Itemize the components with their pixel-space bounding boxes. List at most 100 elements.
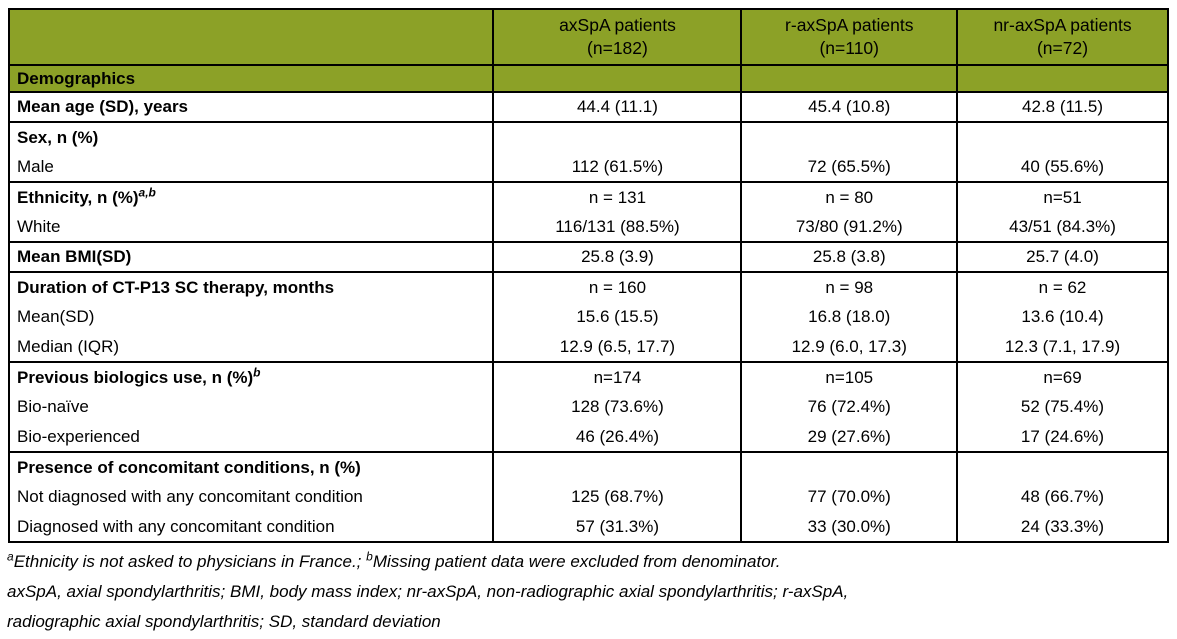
- table-row: Mean(SD) 15.6 (15.5) 16.8 (18.0) 13.6 (10.4…: [7, 302, 1169, 332]
- footnote-abbreviations-line2: radiographic axial spondylarthritis; SD,…: [7, 612, 441, 631]
- row-label: White: [7, 212, 495, 242]
- row-label: Previous biologics use, n (%)b: [7, 361, 495, 392]
- row-label: Presence of concomitant conditions, n (%…: [7, 451, 495, 482]
- data-cell: [492, 451, 743, 482]
- footnote-b-marker: b: [366, 549, 373, 564]
- table-row: Mean BMI(SD) 25.8 (3.9) 25.8 (3.8) 25.7 (4.…: [7, 241, 1169, 272]
- label-superscript: a,b: [138, 184, 156, 199]
- data-cell: 112 (61.5%): [492, 152, 743, 182]
- data-cell: n = 80: [740, 181, 959, 212]
- table-row: White 116/131 (88.5%) 73/80 (91.2%) 43/51 (…: [7, 212, 1169, 242]
- data-cell: 73/80 (91.2%): [740, 212, 959, 242]
- table-row: Mean age (SD), years 44.4 (11.1) 45.4 (10.…: [7, 91, 1169, 122]
- table-row: Diagnosed with any concomitant condition…: [7, 512, 1169, 542]
- data-cell: 40 (55.6%): [956, 152, 1169, 182]
- col-header-n: (n=110): [819, 38, 879, 58]
- data-cell: [956, 121, 1169, 152]
- table-row: Bio-naïve 128 (73.6%) 76 (72.4%) 52 (75.4%): [7, 392, 1169, 422]
- row-label: Sex, n (%): [7, 121, 495, 152]
- row-label: Mean(SD): [7, 302, 495, 332]
- data-cell: n = 160: [492, 271, 743, 302]
- col-header-n: (n=72): [1036, 38, 1089, 58]
- data-cell: n=105: [740, 361, 959, 392]
- row-label: Mean BMI(SD): [7, 241, 495, 272]
- data-cell: 12.3 (7.1, 17.9): [956, 332, 1169, 362]
- table-row: Presence of concomitant conditions, n (%…: [7, 451, 1169, 482]
- col-header-title: axSpA patients: [559, 15, 676, 35]
- row-label: Demographics: [7, 64, 495, 92]
- footnotes: aEthnicity is not asked to physicians in…: [7, 547, 1170, 637]
- data-cell: n=51: [956, 181, 1169, 212]
- col-header-nr-axspa: nr-axSpA patients (n=72): [956, 9, 1169, 66]
- data-cell: 125 (68.7%): [492, 482, 743, 512]
- section-row: Demographics: [7, 64, 1169, 92]
- data-cell: 42.8 (11.5): [956, 91, 1169, 122]
- col-header-n: (n=182): [587, 38, 648, 58]
- data-cell: n=69: [956, 361, 1169, 392]
- data-cell: n = 131: [492, 181, 743, 212]
- footnote-a-text: Ethnicity is not asked to physicians in …: [13, 552, 367, 571]
- data-cell: n = 62: [956, 271, 1169, 302]
- col-header-title: nr-axSpA patients: [993, 15, 1132, 35]
- data-cell: 24 (33.3%): [956, 512, 1169, 542]
- row-label: Median (IQR): [7, 332, 495, 362]
- data-cell: 29 (27.6%): [740, 422, 959, 452]
- patient-characteristics-table: axSpA patients (n=182) r-axSpA patients …: [7, 8, 1169, 543]
- data-cell: 12.9 (6.5, 17.7): [492, 332, 743, 362]
- corner-cell: [7, 9, 495, 66]
- data-cell: 128 (73.6%): [492, 392, 743, 422]
- data-cell: 76 (72.4%): [740, 392, 959, 422]
- data-cell: 52 (75.4%): [956, 392, 1169, 422]
- data-cell: [492, 64, 743, 92]
- data-cell: 12.9 (6.0, 17.3): [740, 332, 959, 362]
- data-cell: 45.4 (10.8): [740, 91, 959, 122]
- data-cell: 25.8 (3.8): [740, 241, 959, 272]
- row-label: Bio-naïve: [7, 392, 495, 422]
- col-header-r-axspa: r-axSpA patients (n=110): [740, 9, 959, 66]
- data-cell: 33 (30.0%): [740, 512, 959, 542]
- row-label: Mean age (SD), years: [7, 91, 495, 122]
- table-row: Previous biologics use, n (%)b n=174 n=105…: [7, 361, 1169, 392]
- table-row: Median (IQR) 12.9 (6.5, 17.7) 12.9 (6.0, 1…: [7, 332, 1169, 362]
- data-cell: [740, 451, 959, 482]
- table-row: Not diagnosed with any concomitant condi…: [7, 482, 1169, 512]
- data-cell: 17 (24.6%): [956, 422, 1169, 452]
- row-label: Not diagnosed with any concomitant condi…: [7, 482, 495, 512]
- data-cell: 72 (65.5%): [740, 152, 959, 182]
- data-cell: [956, 64, 1169, 92]
- table-row: Male 112 (61.5%) 72 (65.5%) 40 (55.6%): [7, 152, 1169, 182]
- data-cell: 48 (66.7%): [956, 482, 1169, 512]
- data-cell: 44.4 (11.1): [492, 91, 743, 122]
- col-header-axspa: axSpA patients (n=182): [492, 9, 743, 66]
- data-cell: 116/131 (88.5%): [492, 212, 743, 242]
- data-cell: [956, 451, 1169, 482]
- table-row: Bio-experienced 46 (26.4%) 29 (27.6%) 17 (2…: [7, 422, 1169, 452]
- data-cell: 46 (26.4%): [492, 422, 743, 452]
- table-row: Ethnicity, n (%)a,b n = 131 n = 80 n=51: [7, 181, 1169, 212]
- data-cell: 43/51 (84.3%): [956, 212, 1169, 242]
- footnote-abbreviations-line1: axSpA, axial spondylarthritis; BMI, body…: [7, 582, 849, 601]
- data-cell: n=174: [492, 361, 743, 392]
- footnote-a-marker: a: [7, 549, 14, 564]
- row-label: Bio-experienced: [7, 422, 495, 452]
- row-label: Diagnosed with any concomitant condition: [7, 512, 495, 542]
- data-cell: 77 (70.0%): [740, 482, 959, 512]
- table-row: Duration of CT-P13 SC therapy, months n =…: [7, 271, 1169, 302]
- data-cell: 16.8 (18.0): [740, 302, 959, 332]
- data-cell: 25.8 (3.9): [492, 241, 743, 272]
- row-label: Male: [7, 152, 495, 182]
- data-cell: n = 98: [740, 271, 959, 302]
- row-label: Duration of CT-P13 SC therapy, months: [7, 271, 495, 302]
- table-row: Sex, n (%): [7, 121, 1169, 152]
- data-cell: 13.6 (10.4): [956, 302, 1169, 332]
- data-cell: 25.7 (4.0): [956, 241, 1169, 272]
- col-header-title: r-axSpA patients: [785, 15, 914, 35]
- header-row: axSpA patients (n=182) r-axSpA patients …: [7, 9, 1169, 66]
- data-cell: [492, 121, 743, 152]
- label-superscript: b: [253, 364, 261, 379]
- data-cell: 15.6 (15.5): [492, 302, 743, 332]
- data-cell: [740, 64, 959, 92]
- data-cell: [740, 121, 959, 152]
- footnote-b-text: Missing patient data were excluded from …: [372, 552, 781, 571]
